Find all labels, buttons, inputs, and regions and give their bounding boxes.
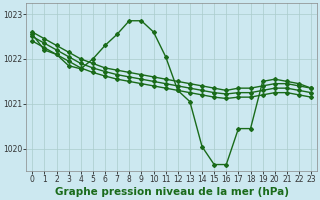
X-axis label: Graphe pression niveau de la mer (hPa): Graphe pression niveau de la mer (hPa) <box>55 187 289 197</box>
